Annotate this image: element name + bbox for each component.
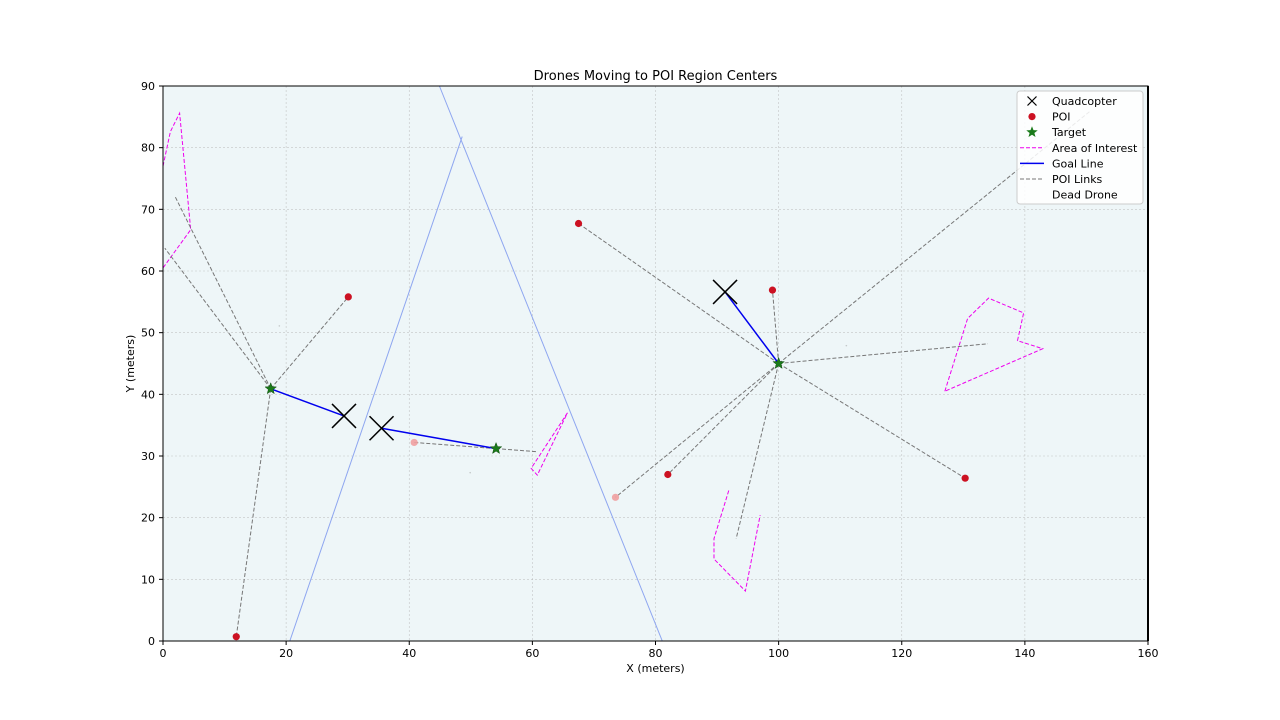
poi-point — [574, 219, 583, 228]
y-axis-ticks: 0 10 20 30 40 50 60 70 80 90 — [141, 80, 163, 648]
quadcopter-legend-icon — [1027, 96, 1037, 106]
legend-label: Quadcopter — [1052, 95, 1117, 108]
goal-line — [270, 388, 345, 417]
y-tick-label: 50 — [141, 327, 155, 340]
poi-point — [961, 474, 969, 482]
x-tick-label: 60 — [525, 647, 539, 660]
poi-link-line — [778, 110, 1092, 364]
boundary-line — [438, 85, 663, 642]
legend-entry: Goal Line — [1020, 157, 1104, 170]
poi-point — [410, 438, 418, 447]
goal-line — [724, 291, 780, 364]
quadcopter-point — [712, 279, 738, 305]
area-of-interest-polygon — [944, 297, 1045, 392]
x-tick-label: 80 — [649, 647, 663, 660]
poi-link-line — [615, 363, 779, 498]
poi-link-line — [667, 363, 779, 475]
legend-label: Goal Line — [1052, 157, 1104, 170]
poi-point — [232, 633, 240, 641]
dead-drone-point — [845, 344, 848, 347]
target-point — [772, 356, 786, 369]
legend-label: Area of Interest — [1052, 142, 1138, 155]
legend-entry: Target — [1026, 126, 1087, 139]
x-tick-label: 20 — [279, 647, 293, 660]
poi-point — [664, 470, 672, 479]
goal-line — [381, 427, 497, 450]
legend: Quadcopter POI Target Area of Interest Goal … — [1016, 90, 1144, 205]
dead-drone-point — [469, 471, 471, 474]
quadcopter-point — [369, 415, 395, 441]
poi-link-line — [414, 441, 497, 450]
x-axis-label: X (meters) — [626, 662, 684, 675]
poi-point — [344, 293, 352, 301]
legend-entry: Dead Drone — [1052, 189, 1118, 202]
y-tick-label: 20 — [141, 512, 155, 525]
poi-links-layer — [164, 110, 1092, 637]
target-point — [264, 382, 278, 395]
goal-line-layer — [270, 291, 780, 450]
y-tick-label: 30 — [141, 450, 155, 463]
target-layer — [264, 356, 786, 455]
y-tick-label: 0 — [148, 635, 155, 648]
poi-link-line — [578, 223, 779, 364]
y-tick-label: 10 — [141, 573, 155, 586]
boundary-line — [289, 136, 463, 642]
legend-entry: Quadcopter — [1027, 95, 1117, 108]
poi-point — [611, 493, 620, 501]
quadcopter-stroke — [712, 279, 738, 305]
legend-label: POI — [1052, 111, 1071, 124]
legend-entry: Area of Interest — [1020, 142, 1138, 155]
x-tick-label: 100 — [768, 647, 789, 660]
poi-link-line — [771, 290, 780, 364]
y-tick-label: 90 — [141, 80, 155, 93]
quadcopter-stroke — [331, 403, 357, 429]
y-tick-label: 70 — [141, 203, 155, 216]
legend-label: Dead Drone — [1052, 189, 1118, 202]
y-tick-label: 80 — [141, 142, 155, 155]
poi-link-line — [778, 363, 966, 479]
boundary-lines — [289, 85, 663, 642]
quadcopter-stroke — [369, 415, 395, 441]
area-of-interest-polygon — [713, 490, 761, 593]
quadcopter-layer — [331, 279, 738, 441]
target-legend-icon — [1026, 126, 1038, 138]
y-tick-label: 60 — [141, 265, 155, 278]
x-tick-label: 140 — [1014, 647, 1035, 660]
legend-box — [1016, 90, 1144, 205]
x-tick-label: 40 — [402, 647, 416, 660]
poi-layer — [232, 219, 969, 641]
area-of-interest-polygon — [162, 111, 192, 269]
legend-label: Target — [1051, 126, 1087, 139]
y-axis-label: Y (meters) — [124, 335, 137, 394]
poi-point — [768, 286, 777, 294]
poi-link-line — [496, 448, 537, 453]
x-tick-label: 120 — [891, 647, 912, 660]
poi-link-line — [164, 247, 272, 390]
legend-label: POI Links — [1052, 173, 1103, 186]
y-tick-label: 40 — [141, 388, 155, 401]
poi-link-line — [778, 343, 988, 364]
chart-title: Drones Moving to POI Region Centers — [534, 69, 778, 84]
poi-link-line — [735, 363, 780, 539]
grid — [162, 85, 1149, 642]
poi-link-line — [270, 296, 349, 390]
area-of-interest-polygon — [530, 412, 568, 477]
x-tick-label: 0 — [160, 647, 167, 660]
quadcopter-point — [331, 403, 357, 429]
target-point — [489, 441, 503, 455]
x-tick-label: 160 — [1138, 647, 1159, 660]
legend-entry: POI — [1028, 111, 1071, 124]
area-of-interest-layer — [162, 111, 1045, 593]
x-axis-ticks: 0 20 40 60 80 100 120 140 160 — [160, 641, 1159, 660]
legend-entry: POI Links — [1020, 173, 1103, 186]
dead-drone-layer — [278, 325, 848, 474]
dead-drone-point — [278, 325, 281, 327]
poi-legend-icon — [1028, 113, 1036, 121]
